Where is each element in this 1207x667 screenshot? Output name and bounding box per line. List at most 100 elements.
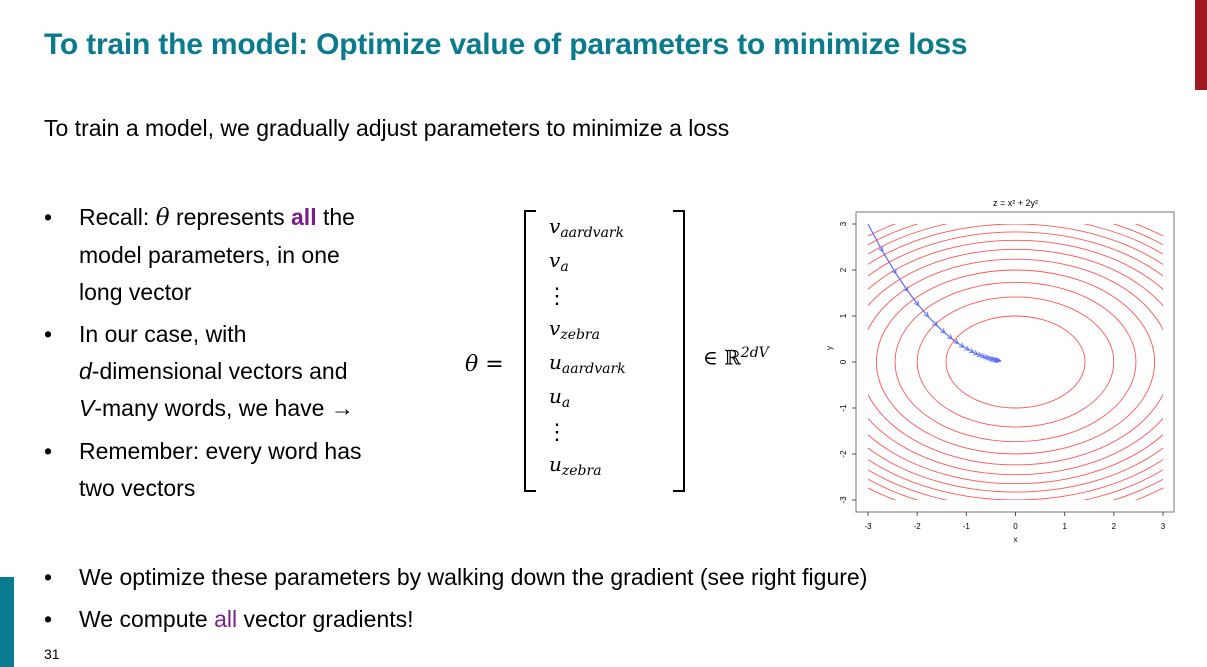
entry-base: v <box>549 214 561 238</box>
gradient-step-arrow <box>985 355 992 361</box>
contour-level-18 <box>868 224 1163 500</box>
y-tick-label: 1 <box>839 313 848 318</box>
gradient-step-arrow <box>903 286 909 293</box>
contour-level-22 <box>868 224 1163 500</box>
contour-level-10 <box>868 258 1163 466</box>
entry-base: v <box>549 248 561 272</box>
vector-entry: va <box>549 248 569 278</box>
text: -many words, we have → <box>94 395 354 421</box>
contour-level-2 <box>945 315 1086 409</box>
gradient-step-arrow <box>983 354 990 360</box>
highlight-all: all <box>214 606 238 632</box>
bullet-compute: • We compute all vector gradients! <box>44 601 414 638</box>
gradient-step-arrow <box>947 334 953 340</box>
gradient-step-arrow <box>988 355 995 362</box>
gradient-step-arrow <box>990 356 997 362</box>
gradient-step-arrow <box>932 320 938 327</box>
entry-subscript: aardvark <box>561 361 626 377</box>
y-tick-label: -1 <box>839 404 848 412</box>
text: d <box>79 358 92 384</box>
gradient-step-arrow <box>996 357 1002 364</box>
right-bracket <box>673 210 685 492</box>
contour-level-6 <box>894 281 1137 443</box>
text: vector gradients! <box>237 606 414 632</box>
chart-title: z = x² + 2y² <box>993 198 1038 208</box>
x-tick-label: -1 <box>963 522 971 531</box>
text: the <box>316 204 355 230</box>
x-tick-label: -3 <box>864 522 872 531</box>
gradient-step-arrow <box>953 338 960 345</box>
theta-symbol: θ <box>155 205 170 231</box>
x-axis-label: x <box>1014 535 1018 544</box>
rhs-text: ∈ ℝ <box>703 345 741 370</box>
bullet-optimize: • We optimize these parameters by walkin… <box>44 559 868 596</box>
contour-level-8 <box>875 269 1156 455</box>
gradient-step-arrow <box>992 356 999 363</box>
slide-title: To train the model: Optimize value of pa… <box>44 28 968 61</box>
text: two vectors <box>79 475 196 501</box>
gradient-step-arrow <box>913 300 920 307</box>
entry-subscript: a <box>560 259 569 275</box>
left-bracket <box>524 210 536 492</box>
y-tick-label: -3 <box>839 496 848 504</box>
text: V <box>79 395 95 421</box>
gradient-descent-path <box>867 223 1002 362</box>
vector-entry: vzebra <box>549 316 600 346</box>
vector-entry: uaardvark <box>549 350 626 380</box>
rhs-superscript: 2dV <box>740 345 769 361</box>
contour-level-12 <box>868 248 1163 476</box>
contour-level-14 <box>868 239 1163 485</box>
gradient-step-arrow <box>939 328 946 334</box>
x-tick-label: 2 <box>1112 522 1117 531</box>
gradient-step-arrow <box>878 246 884 253</box>
contour-level-16 <box>868 231 1163 493</box>
text: Recall: <box>79 204 156 230</box>
slide-subtitle: To train a model, we gradually adjust pa… <box>44 115 730 141</box>
bullet-recall: • Recall: θ represents all the model par… <box>44 199 355 311</box>
vdots: ⋮ <box>546 284 568 309</box>
gradient-step-arrow <box>968 348 975 354</box>
accent-bar-red <box>1195 0 1207 90</box>
text: Remember: every word has <box>79 438 362 464</box>
vector-entry: ua <box>549 384 570 414</box>
contour-plot: -3 -2 -1 0 1 2 3 -3 -2 -1 0 1 2 3 z = x² + 2y² x y <box>825 198 1175 544</box>
y-tick-label: 3 <box>839 221 848 226</box>
contour-level-4 <box>916 296 1115 428</box>
y-tick-label: 2 <box>839 267 848 272</box>
bullet-dot: • <box>44 438 53 464</box>
accent-bar-teal <box>0 577 14 667</box>
vector-entry: uzebra <box>549 452 602 482</box>
bullet-dot: • <box>44 321 53 347</box>
y-axis-label: y <box>825 346 834 350</box>
gradient-step-arrow <box>891 268 897 275</box>
entry-base: u <box>549 384 562 408</box>
plot-frame <box>855 211 1175 513</box>
text: We optimize these parameters by walking … <box>79 564 868 590</box>
bullet-our-case: • In our case, with d-dimensional vector… <box>44 316 354 427</box>
contour-level-24 <box>868 224 1163 500</box>
vector-entry: ⋮ <box>546 282 568 312</box>
text: -dimensional vectors and <box>91 358 348 384</box>
text: long vector <box>79 279 192 305</box>
highlight-all: all <box>291 204 317 230</box>
x-tick-label: -2 <box>914 522 922 531</box>
bullet-dot: • <box>44 606 53 632</box>
x-tick-label: 3 <box>1161 522 1166 531</box>
entry-base: u <box>549 452 562 476</box>
gradient-step-arrow <box>994 357 1001 363</box>
entry-base: v <box>549 316 561 340</box>
x-tick-label: 0 <box>1013 522 1018 531</box>
bullet-dot: • <box>44 204 53 230</box>
entry-subscript: a <box>561 395 571 411</box>
entry-subscript: aardvark <box>560 225 625 241</box>
vector-entry: ⋮ <box>546 418 568 448</box>
text: We compute <box>79 606 215 632</box>
gradient-step-arrow <box>980 353 987 359</box>
page-number: 31 <box>44 646 60 662</box>
gradient-step-arrow <box>959 342 965 348</box>
vector-entry: vaardvark <box>549 214 624 244</box>
entry-base: u <box>549 350 562 374</box>
gradient-step-arrow <box>964 345 971 351</box>
gradient-step-arrow <box>976 351 983 357</box>
y-tick-label: -2 <box>839 450 848 458</box>
